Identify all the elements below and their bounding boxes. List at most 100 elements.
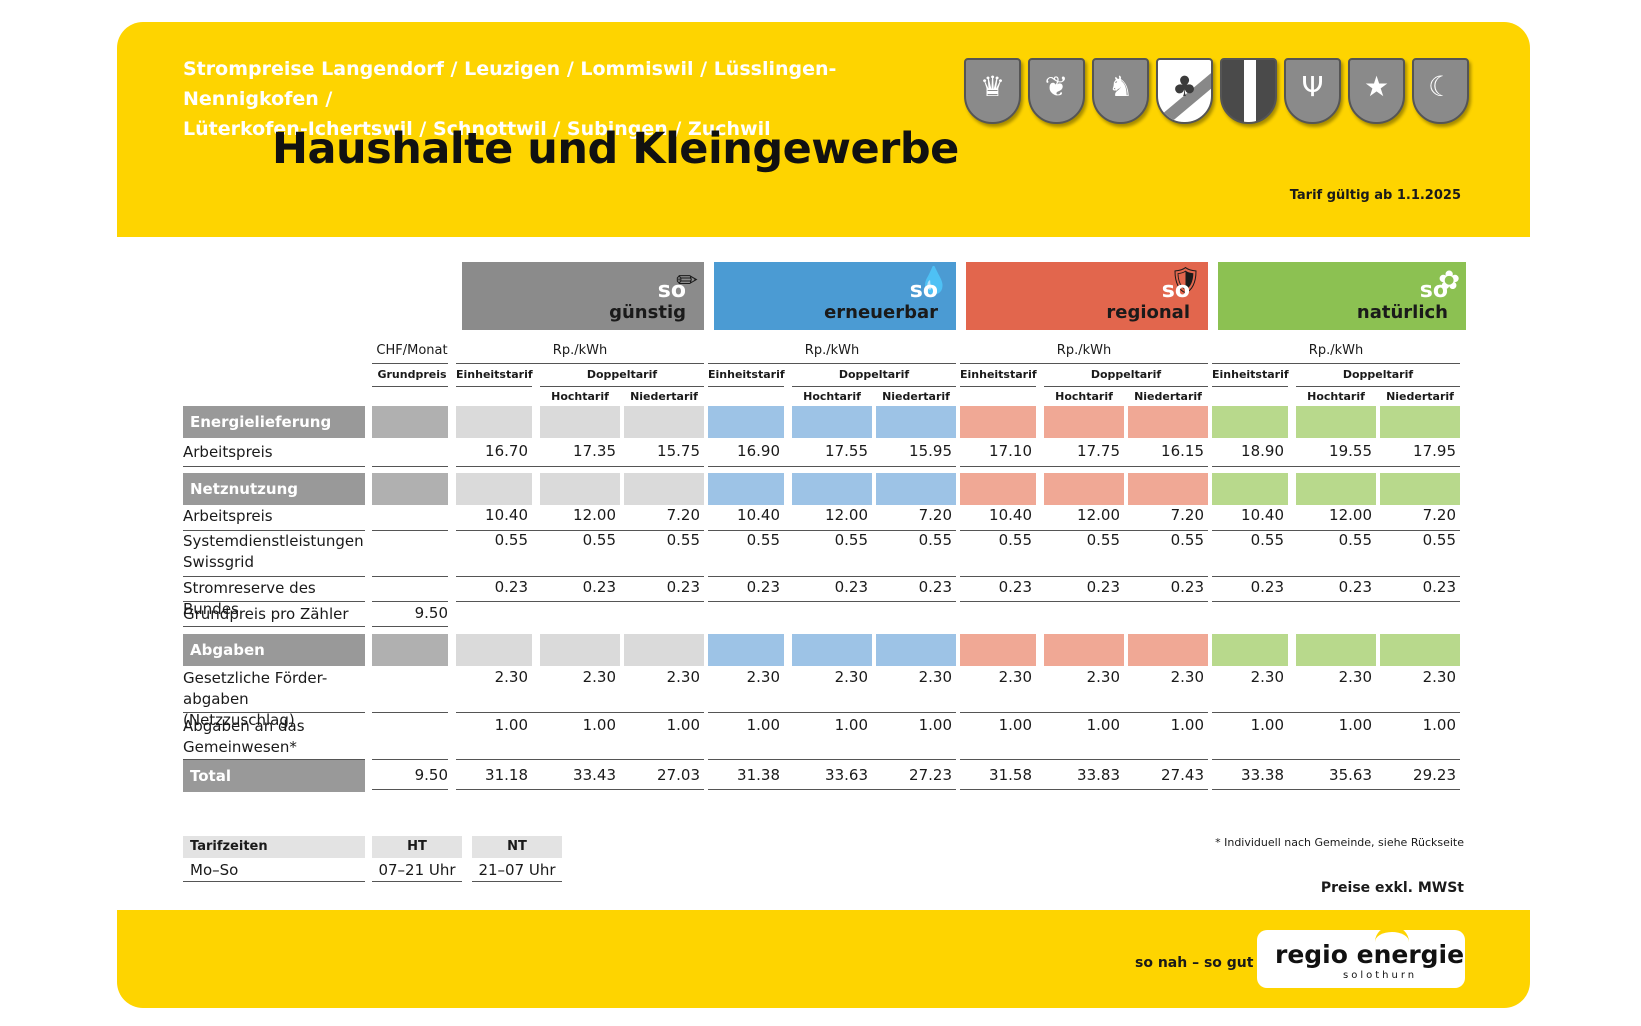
price-value: 0.23 xyxy=(1170,578,1204,596)
rp-unit-header: Rp./kWh xyxy=(1056,343,1112,358)
foerderabgaben-label-2: abgaben (Netzzuschlag) xyxy=(183,690,295,729)
foerderabgaben-label-1: Gesetzliche Förder- xyxy=(183,669,328,687)
divider xyxy=(456,601,704,602)
product-prefix: so xyxy=(657,278,686,303)
section-energie: Energielieferung xyxy=(183,406,365,438)
price-value: 17.10 xyxy=(989,442,1032,460)
hochtarif-header: Hochtarif xyxy=(803,390,861,403)
chf-unit-header: CHF/Monat xyxy=(376,343,448,358)
price-value: 7.20 xyxy=(918,506,952,524)
trident-crest-icon: Ψ xyxy=(1284,58,1341,124)
swissgrid-label-2: Swissgrid xyxy=(183,553,254,571)
divider xyxy=(1212,466,1460,467)
price-value: 0.55 xyxy=(1170,531,1204,549)
price-value: 7.20 xyxy=(1422,506,1456,524)
price-value: 15.95 xyxy=(909,442,952,460)
divider xyxy=(1212,601,1460,602)
niedertarif-header: Niedertarif xyxy=(1134,390,1202,403)
price-value: 1.00 xyxy=(1170,716,1204,734)
divider xyxy=(708,601,956,602)
total-value: 35.63 xyxy=(1329,766,1372,784)
band-cell xyxy=(1296,406,1376,438)
band-cell xyxy=(540,634,620,666)
divider xyxy=(372,530,448,531)
divider xyxy=(372,576,448,577)
price-value: 1.00 xyxy=(666,716,700,734)
hochtarif-header: Hochtarif xyxy=(1307,390,1365,403)
price-value: 1.00 xyxy=(1086,716,1120,734)
price-value: 10.40 xyxy=(1241,506,1284,524)
divider xyxy=(708,386,784,387)
tree-crest-icon: ♣ xyxy=(1156,58,1213,124)
price-value: 0.55 xyxy=(918,531,952,549)
footnote: * Individuell nach Gemeinde, siehe Rücks… xyxy=(1215,836,1464,849)
price-value: 0.55 xyxy=(1250,531,1284,549)
band-cell xyxy=(792,406,872,438)
band-cell xyxy=(1296,473,1376,505)
tariff-validity: Tarif gültig ab 1.1.2025 xyxy=(1289,188,1461,203)
band-cell xyxy=(708,406,784,438)
price-value: 2.30 xyxy=(1170,668,1204,686)
divider xyxy=(1212,386,1288,387)
divider xyxy=(183,466,365,467)
regio-energie-logo: regio energie solothurn xyxy=(1257,926,1465,988)
price-value: 2.30 xyxy=(494,668,528,686)
divider xyxy=(960,712,1208,713)
band-cell xyxy=(540,406,620,438)
price-value: 1.00 xyxy=(582,716,616,734)
total-grundpreis: 9.50 xyxy=(414,766,448,784)
divider xyxy=(456,386,532,387)
product-name: regional xyxy=(1106,302,1190,323)
divider xyxy=(1296,386,1460,387)
divider xyxy=(456,712,704,713)
vat-note: Preise exkl. MWSt xyxy=(1320,880,1464,896)
tarifzeiten-header: Tarifzeiten xyxy=(183,836,365,858)
logo-subtitle: solothurn xyxy=(1343,970,1418,981)
band-cell xyxy=(1380,473,1460,505)
price-value: 12.00 xyxy=(825,506,868,524)
band-cell xyxy=(1044,634,1124,666)
price-value: 2.30 xyxy=(582,668,616,686)
nt-header: NT xyxy=(472,836,562,858)
divider xyxy=(372,712,448,713)
band-cell xyxy=(792,473,872,505)
divider xyxy=(708,576,956,577)
band-cell xyxy=(624,473,704,505)
divider xyxy=(456,576,704,577)
band-cell xyxy=(456,406,532,438)
divider xyxy=(960,759,1208,760)
divider xyxy=(372,881,462,882)
price-value: 17.75 xyxy=(1077,442,1120,460)
price-value: 18.90 xyxy=(1241,442,1284,460)
netz_arbeitspreis-label: Arbeitspreis xyxy=(183,507,273,525)
price-value: 0.55 xyxy=(1086,531,1120,549)
divider xyxy=(960,466,1208,467)
band-cell xyxy=(1128,406,1208,438)
divider xyxy=(708,363,956,364)
price-value: 0.55 xyxy=(746,531,780,549)
band-cell xyxy=(960,473,1036,505)
divider xyxy=(372,466,448,467)
price-value: 15.75 xyxy=(657,442,700,460)
divider xyxy=(1212,712,1460,713)
rp-unit-header: Rp./kWh xyxy=(552,343,608,358)
price-value: 2.30 xyxy=(666,668,700,686)
total-value: 31.58 xyxy=(989,766,1032,784)
total-value: 29.23 xyxy=(1413,766,1456,784)
price-value: 17.95 xyxy=(1413,442,1456,460)
grundpreis_zaehler-label: Grundpreis pro Zähler xyxy=(183,605,349,623)
price-value: 1.00 xyxy=(1250,716,1284,734)
price-value: 0.55 xyxy=(666,531,700,549)
coat-of-arms-icon: 🛡 xyxy=(1168,266,1202,296)
band-cell xyxy=(456,473,532,505)
subtitle-line-2: Lüterkofen-Ichertswil / Schnottwil / Sub… xyxy=(183,118,771,140)
divider xyxy=(183,530,365,531)
product-so-natuerlich: ✿ so natürlich xyxy=(1218,262,1466,330)
product-so-regional: 🛡 so regional xyxy=(966,262,1208,330)
divider xyxy=(456,530,704,531)
price-value: 10.40 xyxy=(989,506,1032,524)
divider xyxy=(1212,576,1460,577)
product-name: natürlich xyxy=(1356,302,1448,323)
divider xyxy=(456,466,704,467)
price-value: 0.55 xyxy=(494,531,528,549)
